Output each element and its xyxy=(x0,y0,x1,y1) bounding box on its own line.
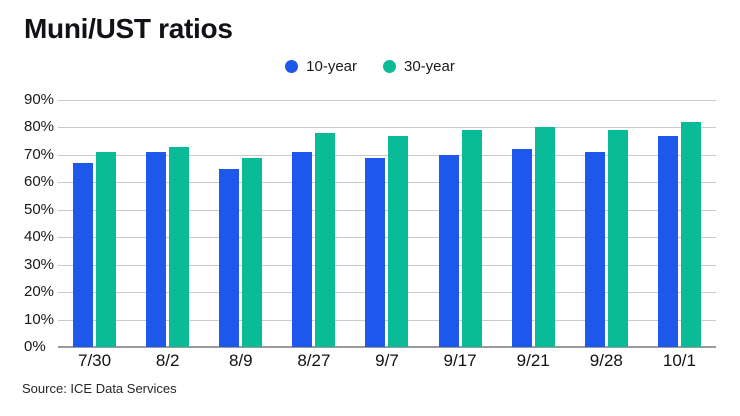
y-tick-label: 90% xyxy=(24,91,55,109)
bar-30-year xyxy=(461,130,482,347)
x-tick-label: 9/7 xyxy=(375,351,399,370)
x-axis-line xyxy=(58,346,716,348)
y-tick-label: 50% xyxy=(24,200,55,218)
plot-area xyxy=(58,100,716,348)
legend-label-10-year: 10-year xyxy=(306,58,357,75)
bar-30-year xyxy=(534,127,555,347)
bar-group xyxy=(497,100,570,347)
gridline xyxy=(58,264,716,266)
x-tick-label: 10/1 xyxy=(662,351,696,370)
bar-10-year xyxy=(511,149,532,347)
x-tick-label: 9/17 xyxy=(443,351,477,370)
bar-group xyxy=(643,100,716,347)
y-tick-label: 30% xyxy=(24,255,55,273)
bar-10-year xyxy=(365,157,386,347)
gridline xyxy=(58,100,716,101)
gridline xyxy=(58,237,716,239)
y-tick-label: 20% xyxy=(24,283,55,301)
y-tick-label: 70% xyxy=(24,146,55,164)
bar-group xyxy=(58,100,131,347)
legend-label-30-year: 30-year xyxy=(404,58,455,75)
x-tick-label: 9/28 xyxy=(589,351,623,370)
y-tick-label: 0% xyxy=(24,338,46,356)
x-axis: 7/30 8/2 8/9 8/27 9/7 9/17 9/21 9/28 10/1 xyxy=(58,351,716,371)
bar-10-year xyxy=(438,154,459,347)
bar-10-year xyxy=(219,168,240,347)
gridline xyxy=(58,182,716,184)
bar-group xyxy=(204,100,277,347)
bar-30-year xyxy=(169,146,190,347)
bar-group xyxy=(277,100,350,347)
bar-30-year xyxy=(680,121,701,347)
bar-30-year xyxy=(388,135,409,347)
bar-group xyxy=(424,100,497,347)
x-tick-label: 9/21 xyxy=(516,351,550,370)
legend-item-10-year: 10-year xyxy=(285,58,357,75)
bar-10-year xyxy=(292,152,313,347)
legend-swatch-10-year-icon xyxy=(285,60,299,73)
y-tick-label: 40% xyxy=(24,228,55,246)
legend-item-30-year: 30-year xyxy=(383,58,455,75)
gridline xyxy=(58,292,716,294)
x-tick-label: 8/27 xyxy=(297,351,331,370)
bar-10-year xyxy=(146,152,167,347)
bar-30-year xyxy=(96,152,117,347)
legend-swatch-30-year-icon xyxy=(383,60,396,73)
x-tick-label: 8/9 xyxy=(228,351,253,370)
bar-10-year xyxy=(73,163,94,347)
y-axis: 90% 80% 70% 60% 50% 40% 30% 20% 10% 0% xyxy=(24,91,56,355)
y-tick-label: 80% xyxy=(24,118,55,136)
bar-30-year xyxy=(315,132,336,347)
bar-group xyxy=(350,100,423,347)
bar-30-year xyxy=(242,157,263,347)
y-tick-label: 60% xyxy=(24,173,55,191)
bars-row xyxy=(58,100,716,347)
bar-10-year xyxy=(657,135,678,347)
source-note: Source: ICE Data Services xyxy=(22,381,177,396)
gridline xyxy=(58,127,716,129)
x-tick-label: 7/30 xyxy=(78,351,112,370)
gridline xyxy=(58,319,716,321)
bar-10-year xyxy=(584,152,605,347)
chart-title: Muni/UST ratios xyxy=(24,13,233,44)
gridline xyxy=(58,154,716,156)
bar-group xyxy=(570,100,643,347)
legend: 10-year 30-year xyxy=(0,58,740,75)
x-tick-label: 8/2 xyxy=(155,351,180,370)
y-tick-label: 10% xyxy=(24,310,55,328)
bar-group xyxy=(131,100,204,347)
gridline xyxy=(58,209,716,211)
bar-30-year xyxy=(607,130,628,347)
